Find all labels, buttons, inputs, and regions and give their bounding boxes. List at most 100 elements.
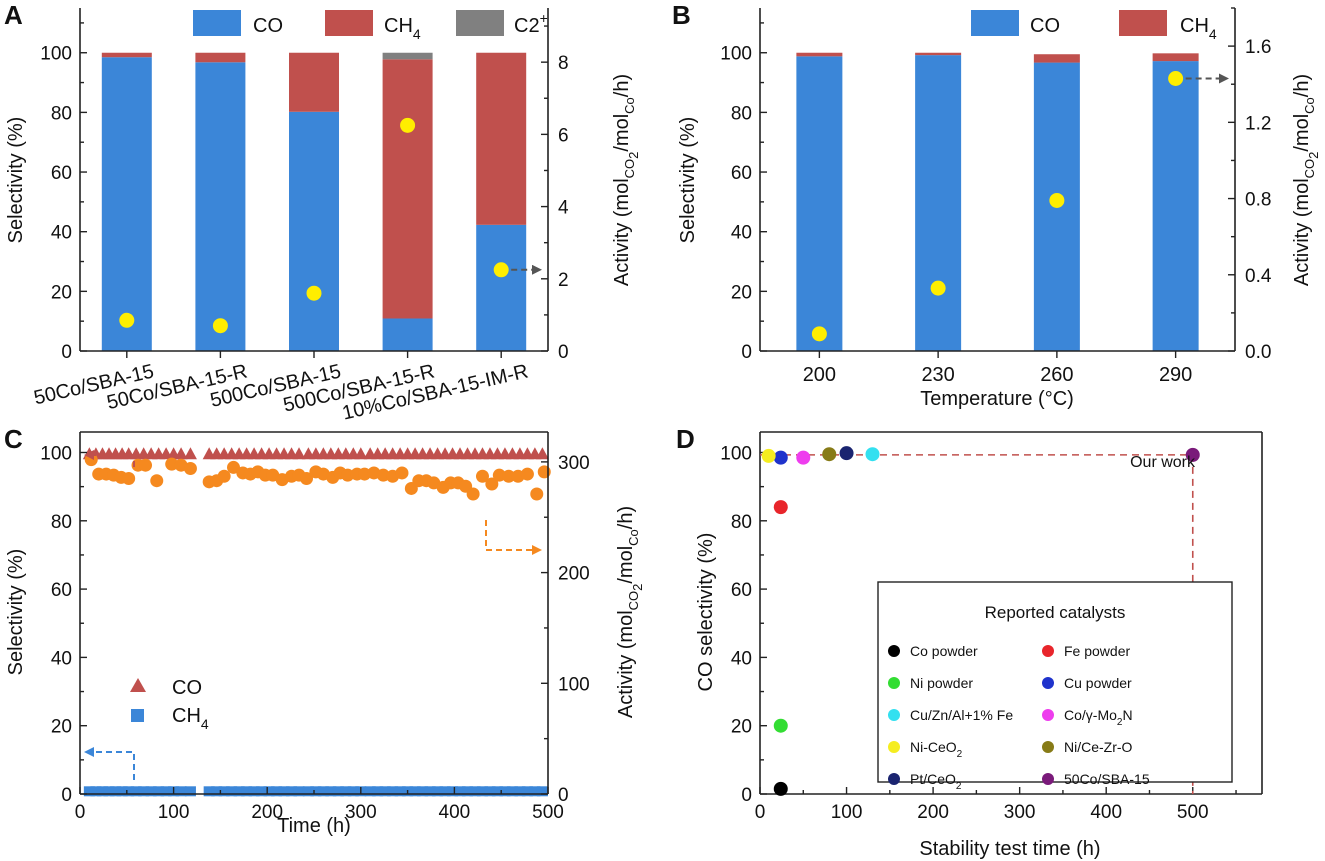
- legend-marker-9: [1042, 773, 1054, 785]
- y-tick-label: 100: [720, 44, 752, 65]
- panel-a-plot: 0 20 40 60 80 100 0 2 4 6 8 50Co/SBA-1550Co/SBA-1…: [32, 8, 569, 425]
- ch4-point-23: [263, 786, 275, 797]
- y-tick-label: 40: [51, 223, 72, 244]
- ch4-point-21: [248, 786, 260, 797]
- ch4-point-39: [387, 786, 399, 797]
- ch4-point-36: [364, 786, 376, 797]
- point-cu-powder: [773, 450, 788, 465]
- legend-marker-2: [888, 677, 900, 689]
- y-tick-label: 80: [51, 512, 72, 533]
- ch4-point-37: [372, 786, 384, 797]
- ch4-point-49: [462, 786, 474, 797]
- activity-label-sub2: Co: [622, 97, 637, 114]
- bar-ch4-0: [101, 52, 152, 58]
- ch4-point-13: [175, 786, 187, 797]
- legend-marker-co: [130, 678, 146, 692]
- point-ni-ceo2: [761, 448, 776, 463]
- panel-c-legend: CO CH4: [130, 677, 209, 732]
- y-tick-label: 60: [51, 163, 72, 184]
- annotation-our-work: Our work: [1130, 454, 1196, 471]
- activity-point-1: [212, 318, 228, 334]
- ch4-point-24: [271, 786, 283, 797]
- x-tick-label: 230: [921, 364, 954, 386]
- ch4-point-59: [536, 786, 548, 797]
- activity-point-45: [475, 469, 489, 483]
- legend-label-main: Ni powder: [910, 675, 973, 691]
- bar-co-2: [289, 111, 339, 351]
- panel-d-legend: Reported catalysts Co powder Fe powder Ni …: [877, 581, 1233, 792]
- legend-label-1: Fe powder: [1064, 643, 1130, 659]
- activity-label-sub1b: 2: [1306, 152, 1321, 159]
- panel-a-y-label: Selectivity (%): [5, 117, 27, 244]
- ch4-point-16: [211, 786, 223, 797]
- panel-b: B 0 20 40 60 80 100 0.0 0.4 0.8 1.2 1.6 200 230 260…: [672, 0, 1321, 410]
- activity-point-0: [119, 312, 135, 328]
- legend-label-4: Cu/Zn/Al+1% Fe: [910, 707, 1013, 723]
- activity-label-sub1: CO: [622, 159, 637, 179]
- x-tick-label: 200: [803, 364, 836, 386]
- legend-marker-6: [888, 741, 900, 753]
- panel-a-legend: CO CH4 C2+: [193, 10, 548, 42]
- panel-a-x-ticks: 50Co/SBA-1550Co/SBA-15-R500Co/SBA-15500C…: [32, 351, 530, 425]
- panel-c-right-y-label: Activity (molCO2/molCo/h): [615, 506, 645, 718]
- legend-marker-7: [1042, 741, 1054, 753]
- legend-label-3: Cu powder: [1064, 675, 1132, 691]
- legend-label-main: Pt/CeO: [910, 771, 956, 787]
- x-tick-label: 290: [1159, 364, 1192, 386]
- legend-swatch-ch4: [1119, 10, 1167, 36]
- point-co-powder: [773, 781, 788, 796]
- ch4-point-0: [83, 786, 95, 797]
- legend-label-7: Ni/Ce-Zr-O: [1064, 739, 1133, 755]
- ch4-point-28: [302, 786, 314, 797]
- point-fe-powder: [773, 500, 788, 515]
- legend-marker-8: [888, 773, 900, 785]
- ch4-point-8: [138, 786, 150, 797]
- ch4-point-27: [293, 786, 305, 797]
- ch4-point-50: [469, 786, 481, 797]
- y-tick-label: 40: [731, 648, 752, 669]
- arrow-activity-to-right-axis: [485, 520, 542, 555]
- legend-marker-5: [1042, 709, 1054, 721]
- legend-label-ch4: CH4: [384, 15, 421, 42]
- panel-d-x-ticks: 0 100 200 300 400 500: [755, 787, 1237, 823]
- ch4-point-45: [432, 786, 444, 797]
- panel-d-marks: [761, 446, 1200, 796]
- panel-c-x-label: Time (h): [277, 815, 351, 837]
- activity-label-sub2: Co: [1302, 97, 1317, 114]
- ch4-point-5: [116, 786, 128, 797]
- ch4-point-58: [529, 786, 541, 797]
- legend-label-ch4: CH4: [1180, 15, 1217, 42]
- x-tick-label: 200: [251, 802, 283, 823]
- legend-label-0: Co powder: [910, 643, 978, 659]
- legend-box: [877, 581, 1233, 783]
- y-tick-label: 20: [51, 282, 72, 303]
- activity-label-sub2: Co: [626, 529, 641, 546]
- bar-co-3: [1152, 61, 1199, 352]
- legend-label-main: Cu/Zn/Al+1% Fe: [910, 707, 1013, 723]
- panel-a-right-ticks: 0 2 4 6 8: [541, 25, 569, 363]
- ch4-point-47: [447, 786, 459, 797]
- panel-b-y-ticks: 0 20 40 60 80 100: [720, 22, 767, 363]
- x-tick-label: 400: [439, 802, 471, 823]
- legend-label-co: CO: [253, 15, 283, 37]
- ch4-point-25: [278, 786, 290, 797]
- ch4-point-14: [184, 786, 196, 797]
- legend-label-sub: 2: [1117, 717, 1123, 728]
- ch4-point-53: [491, 786, 503, 797]
- legend-label-9: 50Co/SBA-15: [1064, 771, 1150, 787]
- bar-ch4-1: [195, 52, 246, 63]
- legend-label-2: Ni powder: [910, 675, 973, 691]
- y-tick-label: 0: [61, 785, 72, 806]
- ch4-point-29: [310, 786, 322, 797]
- point-co-mo2n: [796, 450, 811, 465]
- y-tick-label: 100: [720, 443, 752, 464]
- activity-label-sub1: CO: [626, 591, 641, 611]
- panel-a-label: A: [4, 0, 23, 30]
- arrow-ch4-to-left-axis: [84, 747, 135, 780]
- activity-label-mid: /mol: [615, 546, 637, 584]
- activity-label-mid: /mol: [611, 114, 633, 152]
- point-ni-powder: [773, 718, 788, 733]
- bar-ch4-2: [289, 52, 339, 112]
- panel-d-label: D: [676, 424, 695, 454]
